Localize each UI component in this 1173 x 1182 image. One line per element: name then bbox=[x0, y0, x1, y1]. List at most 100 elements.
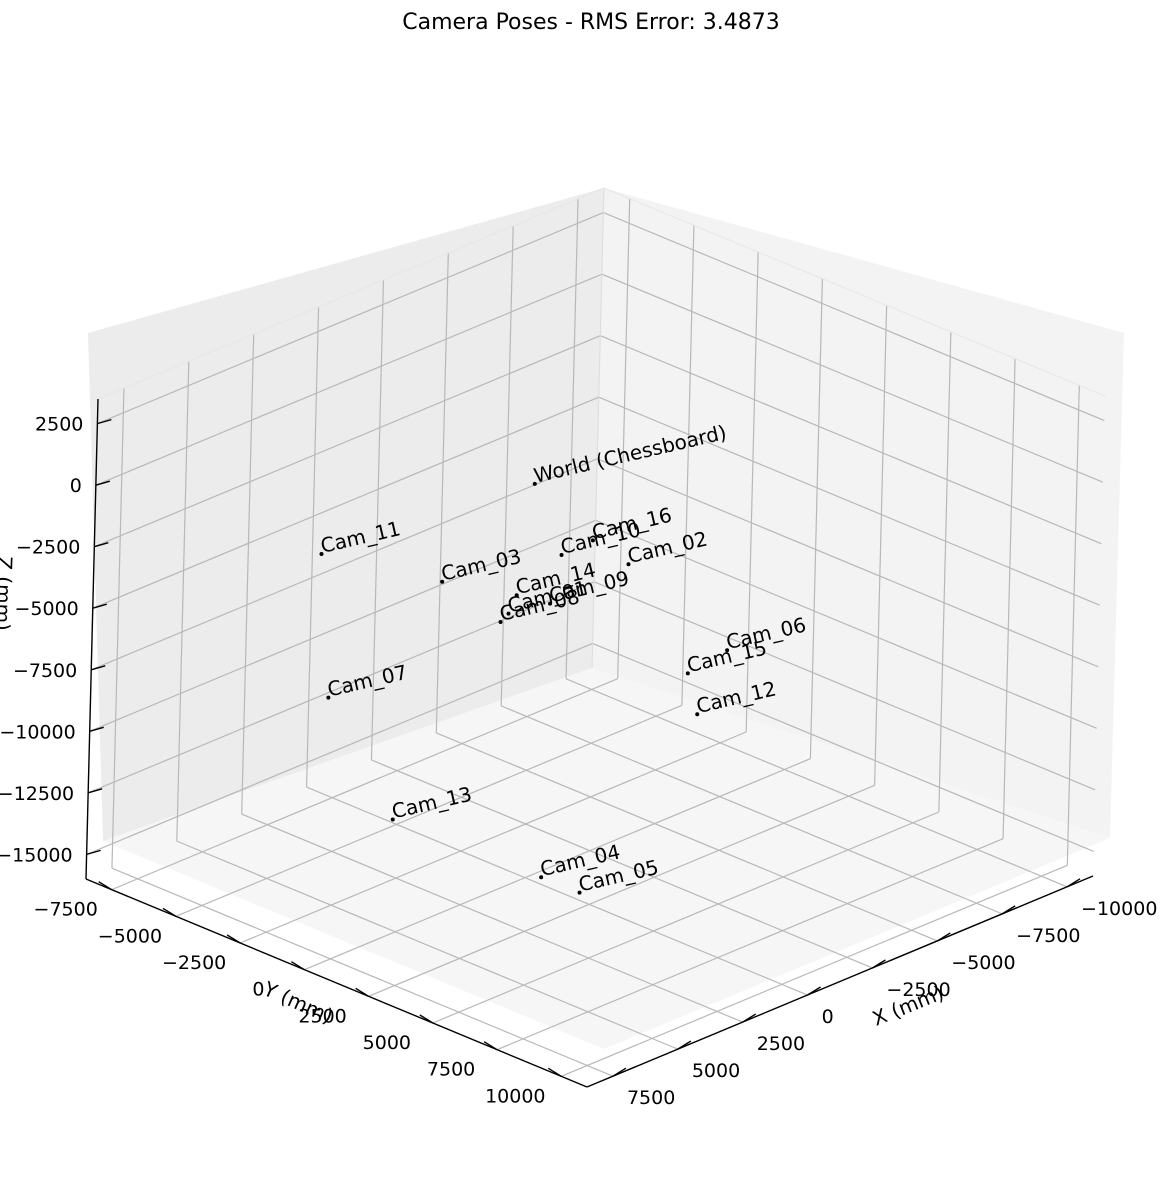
grid-line bbox=[90, 458, 598, 671]
grid-line bbox=[304, 758, 811, 971]
y-tick-label: −2500 bbox=[162, 952, 226, 974]
grid-line bbox=[681, 225, 695, 706]
camera-point bbox=[685, 671, 690, 676]
camera-point bbox=[390, 817, 395, 822]
y-tick-mark bbox=[419, 1014, 434, 1024]
camera-point bbox=[548, 601, 553, 606]
grid-line bbox=[601, 273, 1104, 483]
z-tick-mark bbox=[87, 788, 103, 794]
camera-point bbox=[695, 712, 700, 717]
camera-point bbox=[498, 620, 503, 625]
y-tick-label: −7500 bbox=[34, 899, 98, 921]
grid-line bbox=[1002, 358, 1016, 839]
grid-line bbox=[597, 458, 1099, 668]
grid-line bbox=[86, 642, 593, 855]
grid-line bbox=[938, 331, 952, 813]
grid-line bbox=[500, 705, 1003, 915]
grid-line bbox=[496, 838, 1004, 1051]
right-pane bbox=[592, 188, 1124, 838]
y-tick-label: 2500 bbox=[298, 1005, 346, 1027]
z-tick-mark bbox=[92, 603, 107, 609]
grid-line bbox=[111, 867, 614, 1077]
grid-line bbox=[305, 307, 320, 788]
pane-edge bbox=[603, 187, 1106, 397]
grid-line bbox=[592, 642, 1094, 852]
grid-lines bbox=[86, 187, 1106, 1077]
grid-line bbox=[176, 840, 679, 1050]
axis-ticks: 25000−2500−5000−7500−10000−12500−15000−7… bbox=[0, 414, 1157, 1110]
x-tick-mark bbox=[872, 959, 886, 969]
camera-point bbox=[725, 648, 730, 653]
grid-line bbox=[600, 335, 1102, 545]
grid-line bbox=[432, 811, 940, 1024]
grid-line bbox=[371, 759, 873, 969]
y-axis-line bbox=[85, 878, 588, 1088]
x-tick-mark bbox=[936, 932, 951, 942]
x-tick-label: −2500 bbox=[886, 979, 950, 1001]
x-tick-mark bbox=[1066, 878, 1081, 888]
grid-line bbox=[368, 784, 875, 997]
grid-line bbox=[176, 361, 190, 842]
floor-pane bbox=[103, 668, 1110, 1049]
grid-line bbox=[97, 212, 604, 425]
camera-point bbox=[514, 593, 519, 598]
z-axis-label: Z (mm) bbox=[0, 556, 17, 631]
camera-point bbox=[440, 579, 445, 584]
y-tick-label: 7500 bbox=[427, 1059, 475, 1081]
grid-line bbox=[306, 786, 808, 996]
y-tick-mark bbox=[291, 961, 305, 971]
grid-line bbox=[241, 813, 743, 1023]
camera-point bbox=[319, 551, 324, 556]
grid-line bbox=[565, 678, 1068, 888]
grid-line bbox=[874, 305, 888, 786]
z-tick-mark bbox=[97, 418, 112, 425]
grid-line bbox=[598, 396, 1100, 606]
grid-line bbox=[603, 212, 1105, 422]
x-tick-label: −7500 bbox=[1016, 925, 1080, 947]
x-tick-label: −5000 bbox=[951, 952, 1015, 974]
x-axis-line bbox=[586, 875, 1094, 1088]
camera-point bbox=[626, 562, 631, 567]
camera-point bbox=[539, 875, 544, 880]
y-tick-label: 0 bbox=[252, 979, 264, 1001]
camera-point bbox=[532, 481, 537, 486]
grid-line bbox=[175, 704, 683, 917]
grid-line bbox=[435, 252, 449, 733]
y-tick-label: 10000 bbox=[485, 1085, 545, 1107]
grid-line bbox=[436, 732, 938, 942]
z-tick-label: −10000 bbox=[0, 721, 76, 743]
grid-line bbox=[241, 334, 255, 815]
z-tick-mark bbox=[95, 480, 111, 486]
x-tick-mark bbox=[807, 986, 821, 996]
z-axis-line bbox=[85, 398, 99, 880]
x-tick-mark bbox=[1001, 905, 1016, 915]
y-tick-mark bbox=[547, 1067, 562, 1077]
y-tick-label: 5000 bbox=[363, 1032, 411, 1054]
x-tick-label: 2500 bbox=[757, 1033, 805, 1055]
grid-line bbox=[565, 198, 579, 679]
grid-line bbox=[561, 864, 1068, 1077]
x-tick-mark bbox=[612, 1067, 627, 1077]
z-tick-label: −5000 bbox=[14, 598, 78, 620]
axis-lines bbox=[85, 398, 1094, 1088]
z-tick-mark bbox=[86, 849, 101, 856]
z-tick-label: 2500 bbox=[35, 414, 83, 436]
z-tick-mark bbox=[89, 726, 104, 732]
z-tick-label: −15000 bbox=[0, 844, 73, 866]
y-tick-mark bbox=[355, 987, 369, 997]
x-tick-label: 5000 bbox=[692, 1060, 740, 1082]
pane-edge bbox=[591, 187, 605, 669]
z-tick-label: −2500 bbox=[16, 537, 80, 559]
x-tick-mark bbox=[742, 1013, 757, 1023]
y-tick-mark bbox=[483, 1041, 498, 1051]
grid-line bbox=[1066, 385, 1080, 866]
grid-line bbox=[617, 198, 631, 679]
grid-line bbox=[111, 388, 125, 869]
pane-edge bbox=[97, 187, 605, 400]
grid-line bbox=[94, 335, 601, 548]
z-tick-label: 0 bbox=[70, 475, 82, 497]
grid-line bbox=[87, 581, 595, 794]
camera-point bbox=[506, 611, 511, 616]
x-tick-mark bbox=[677, 1040, 692, 1050]
